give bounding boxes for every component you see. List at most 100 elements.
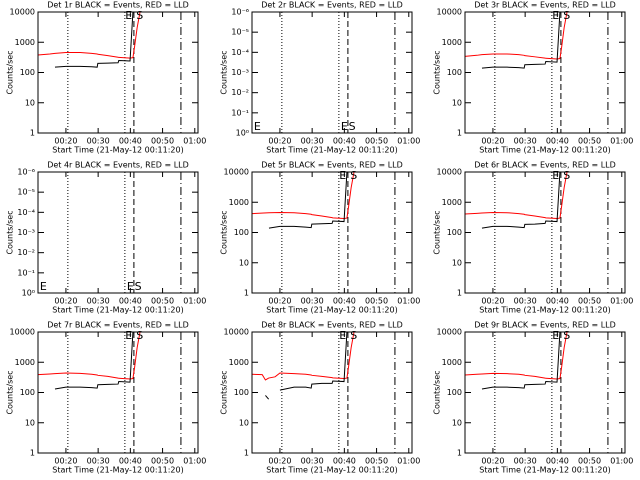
annotation: S [136,9,143,22]
y-tick-label: 10000 [10,8,35,17]
annotation: S [136,329,143,342]
x-axis-label: Start Time (21-May-12 00:11:20) [479,466,610,475]
series-line [481,331,561,390]
x-axis-label: Start Time (21-May-12 00:11:20) [52,146,183,155]
x-tick-label: 00:40 [546,297,569,306]
chart-title: Det 9r BLACK = Events, RED = LLD [474,321,616,330]
x-tick-label: 00:30 [87,297,110,306]
x-tick-label: 00:20 [54,137,77,146]
y-tick-label: 10 [452,258,462,267]
x-axis-label: Start Time (21-May-12 00:11:20) [52,466,183,475]
y-tick-label: 1 [457,289,462,298]
annotation: S [349,120,356,133]
series-line [37,11,141,59]
annotation: E [552,9,559,22]
plot-frame [37,171,199,294]
x-tick-label: 00:40 [119,137,142,146]
x-tick-label: 00:30 [301,457,324,466]
y-tick-label: 100 [447,228,462,237]
y-tick-label: 10000 [224,328,249,337]
x-tick-label: 00:30 [514,297,537,306]
x-tick-label: 01:00 [183,137,206,146]
series-line [265,331,348,400]
y-tick-label: 10⁻⁵ [17,188,35,197]
annotation: E [40,280,47,293]
y-axis-label: Counts/sec [220,370,229,414]
y-tick-label: 1 [457,449,462,458]
x-axis-label: Start Time (21-May-12 00:11:20) [266,146,397,155]
x-tick-label: 00:20 [268,297,291,306]
x-tick-label: 00:40 [333,137,356,146]
y-tick-label: 10⁻³ [17,228,35,237]
y-tick-label: 10⁻⁵ [231,28,249,37]
series-line [481,11,561,69]
x-tick-label: 00:50 [151,297,174,306]
annotation: E [339,169,346,182]
y-tick-label: 1000 [15,38,35,47]
plot-frame [37,11,199,134]
y-tick-label: 1000 [229,358,249,367]
y-tick-label: 1000 [229,198,249,207]
chart-title: Det 1r BLACK = Events, RED = LLD [47,1,189,10]
chart-title: Det 4r BLACK = Events, RED = LLD [47,161,189,170]
y-tick-label: 1 [30,129,35,138]
y-axis-label: Counts/sec [433,370,442,414]
x-axis-label: Start Time (21-May-12 00:11:20) [479,146,610,155]
y-tick-label: 10⁻⁴ [231,48,249,57]
x-tick-label: 00:20 [268,457,291,466]
chart-title: Det 7r BLACK = Events, RED = LLD [47,321,189,330]
y-tick-label: 1000 [15,358,35,367]
x-tick-label: 00:50 [151,457,174,466]
series-line [37,331,141,380]
y-tick-label: 10⁻⁴ [17,208,35,217]
x-tick-label: 01:00 [183,457,206,466]
annotation: E [125,9,132,22]
x-tick-label: 00:40 [333,297,356,306]
plot-frame [464,331,626,454]
annotation: S [350,169,357,182]
x-tick-label: 01:00 [397,297,420,306]
series-line [464,171,568,220]
x-tick-label: 00:20 [481,137,504,146]
y-tick-label: 100 [20,388,35,397]
y-axis-label: Counts/sec [6,50,15,94]
y-axis-label: Counts/sec [220,210,229,254]
y-tick-label: 10⁻² [17,248,35,257]
series-line [464,11,568,60]
x-tick-label: 00:50 [365,457,388,466]
y-tick-label: 10 [239,418,249,427]
plot-frame [251,11,413,134]
y-tick-label: 1 [30,449,35,458]
y-axis-label: Counts/sec [6,210,15,254]
annotation: E [339,329,346,342]
y-tick-label: 1000 [442,198,462,207]
x-tick-label: 00:20 [54,457,77,466]
series-line [54,331,134,390]
series-line [268,171,348,229]
y-axis-label: Counts/sec [433,210,442,254]
y-tick-label: 10⁻² [231,88,249,97]
x-tick-label: 00:50 [365,137,388,146]
series-line [481,171,561,229]
y-tick-label: 10 [25,418,35,427]
x-axis-label: Start Time (21-May-12 00:11:20) [52,306,183,315]
y-tick-label: 10 [239,258,249,267]
x-tick-label: 01:00 [183,297,206,306]
y-tick-label: 100 [447,68,462,77]
y-tick-label: 100 [234,228,249,237]
x-axis-label: Start Time (21-May-12 00:11:20) [266,306,397,315]
series-line [464,331,568,380]
plot-frame [37,331,199,454]
x-tick-label: 00:30 [87,457,110,466]
plot-frame [251,171,413,294]
chart-title: Det 2r BLACK = Events, RED = LLD [261,1,403,10]
annotation: E [552,169,559,182]
x-tick-label: 00:50 [578,137,601,146]
annotation: S [563,329,570,342]
chart-title: Det 8r BLACK = Events, RED = LLD [261,321,403,330]
x-tick-label: 00:40 [333,457,356,466]
annotation: S [563,9,570,22]
x-tick-label: 00:40 [546,457,569,466]
y-tick-label: 1000 [442,38,462,47]
